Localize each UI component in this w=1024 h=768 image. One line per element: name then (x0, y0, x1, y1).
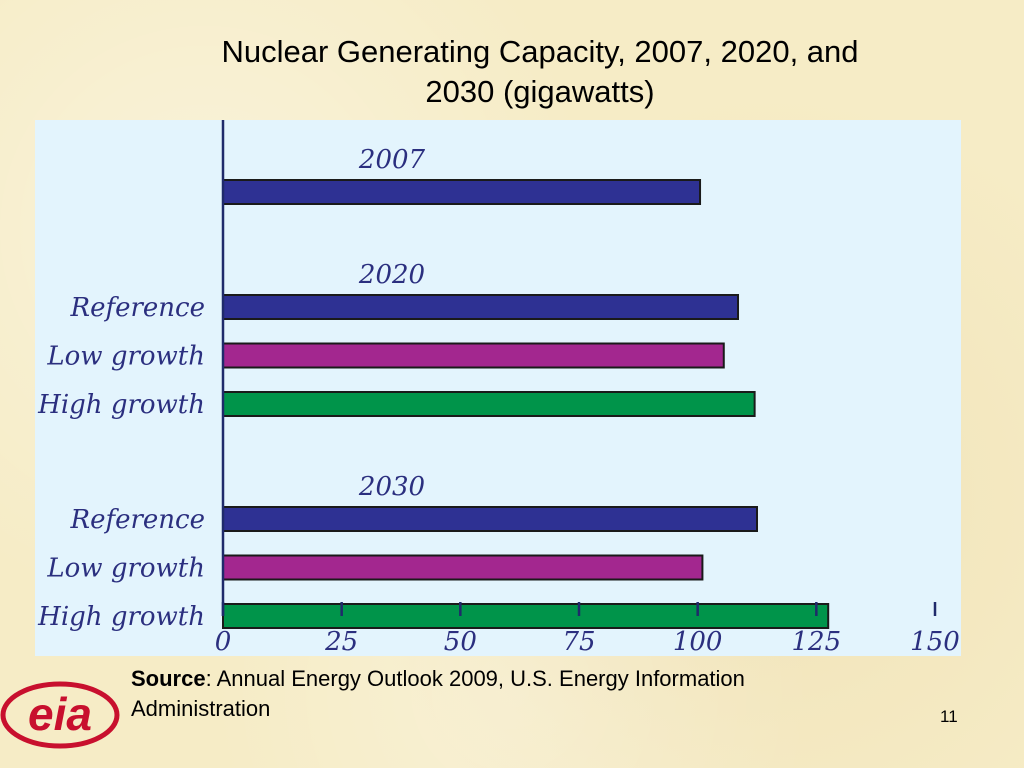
category-label-2020-low-growth: Low growth (46, 342, 205, 372)
chart-panel: 2007 2020 Reference Low growth High growth 20… (35, 120, 961, 656)
category-label-2020-high-growth: High growth (37, 390, 205, 420)
x-tick-label-75: 75 (562, 627, 595, 656)
bar-2020-reference (222, 294, 740, 320)
x-tick-label-25: 25 (324, 627, 358, 656)
x-tick-label-150: 150 (910, 627, 960, 656)
source-note: Source: Annual Energy Outlook 2009, U.S.… (131, 664, 871, 724)
source-label: Source (131, 666, 206, 691)
group-heading-2020: 2020 (358, 260, 425, 290)
category-label-2020-reference: Reference (70, 293, 205, 323)
group-heading-2030: 2030 (358, 472, 425, 502)
category-label-2030-low-growth: Low growth (46, 554, 205, 584)
bar-2030-high-growth (222, 603, 830, 629)
bar-2030-low-growth (222, 554, 704, 581)
category-label-2030-reference: Reference (70, 505, 205, 535)
x-tick-label-125: 125 (792, 627, 842, 656)
group-heading-2007: 2007 (358, 145, 426, 175)
source-text: : Annual Energy Outlook 2009, U.S. Energ… (131, 666, 745, 721)
x-tick-label-50: 50 (444, 627, 477, 656)
x-tick-label-100: 100 (673, 627, 723, 656)
eia-logo: eia (0, 680, 125, 755)
category-label-2030-high-growth: High growth (37, 602, 205, 632)
bar-2030-reference (222, 506, 758, 532)
slide-title: Nuclear Generating Capacity, 2007, 2020,… (150, 32, 930, 112)
slide-title-line-1: Nuclear Generating Capacity, 2007, 2020,… (221, 34, 859, 69)
x-tick-label-0: 0 (215, 627, 232, 656)
bar-2007-reference (222, 179, 702, 205)
bar-2020-high-growth (222, 391, 756, 417)
slide-title-line-2: 2030 (gigawatts) (425, 74, 655, 109)
bar-chart: 2007 2020 Reference Low growth High growth 20… (35, 120, 961, 656)
logo-lettering: eia (28, 688, 92, 740)
bar-2020-low-growth (222, 342, 725, 369)
page-number: 11 (940, 707, 958, 726)
